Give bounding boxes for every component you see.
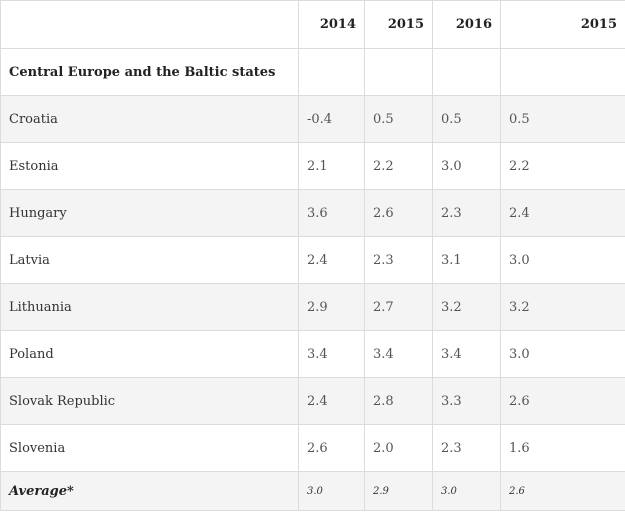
average-row: Average* 3.0 2.9 3.0 2.6 [0,471,625,511]
value-cell: 2.0 [364,424,433,472]
header-2014: 2014 [298,0,365,49]
value-cell: 3.4 [298,330,365,378]
value-cell: 2.8 [364,377,433,425]
value-cell: 1.6 [500,424,625,472]
section-cell [432,48,501,96]
header-2016: 2016 [432,0,501,49]
country-cell: Poland [0,330,299,378]
table-header: 2014 2015 2016 2015 [0,0,625,49]
value-cell: 2.6 [298,424,365,472]
value-cell: 2.3 [432,189,501,237]
value-cell: 3.6 [298,189,365,237]
value-cell: 0.5 [432,95,501,143]
table-row: Latvia 2.4 2.3 3.1 3.0 [0,236,625,284]
value-cell: 3.2 [432,283,501,331]
header-empty [0,0,299,49]
value-cell: 3.0 [432,142,501,190]
value-cell: 3.0 [500,330,625,378]
table-row: Slovak Republic 2.4 2.8 3.3 2.6 [0,377,625,425]
value-cell: 3.1 [432,236,501,284]
table-row: Poland 3.4 3.4 3.4 3.0 [0,330,625,378]
value-cell: 3.0 [500,236,625,284]
average-label: Average* [0,471,299,511]
average-value: 2.9 [364,471,433,511]
value-cell: 3.4 [364,330,433,378]
section-cell [500,48,625,96]
country-cell: Croatia [0,95,299,143]
country-cell: Lithuania [0,283,299,331]
value-cell: 2.6 [500,377,625,425]
section-cell [364,48,433,96]
value-cell: 2.3 [432,424,501,472]
value-cell: 2.2 [364,142,433,190]
value-cell: 3.2 [500,283,625,331]
table-row: Slovenia 2.6 2.0 2.3 1.6 [0,424,625,472]
value-cell: 2.6 [364,189,433,237]
value-cell: 3.4 [432,330,501,378]
table-row: Lithuania 2.9 2.7 3.2 3.2 [0,283,625,331]
table-row: Croatia -0.4 0.5 0.5 0.5 [0,95,625,143]
value-cell: 2.4 [500,189,625,237]
section-title: Central Europe and the Baltic states [0,48,299,96]
value-cell: 2.1 [298,142,365,190]
country-cell: Latvia [0,236,299,284]
header-2015: 2015 [364,0,433,49]
country-cell: Slovak Republic [0,377,299,425]
country-cell: Estonia [0,142,299,190]
table-row: Hungary 3.6 2.6 2.3 2.4 [0,189,625,237]
average-value: 2.6 [500,471,625,511]
value-cell: -0.4 [298,95,365,143]
average-value: 3.0 [432,471,501,511]
table-row: Estonia 2.1 2.2 3.0 2.2 [0,142,625,190]
value-cell: 2.4 [298,377,365,425]
value-cell: 2.2 [500,142,625,190]
country-cell: Slovenia [0,424,299,472]
value-cell: 2.9 [298,283,365,331]
table-body: Central Europe and the Baltic states Cro… [0,48,625,511]
header-row: 2014 2015 2016 2015 [0,0,625,49]
country-cell: Hungary [0,189,299,237]
average-value: 3.0 [298,471,365,511]
value-cell: 3.3 [432,377,501,425]
value-cell: 2.4 [298,236,365,284]
section-cell [298,48,365,96]
value-cell: 2.3 [364,236,433,284]
value-cell: 2.7 [364,283,433,331]
section-row: Central Europe and the Baltic states [0,48,625,96]
header-2015-alt: 2015 [500,0,625,49]
value-cell: 0.5 [500,95,625,143]
value-cell: 0.5 [364,95,433,143]
